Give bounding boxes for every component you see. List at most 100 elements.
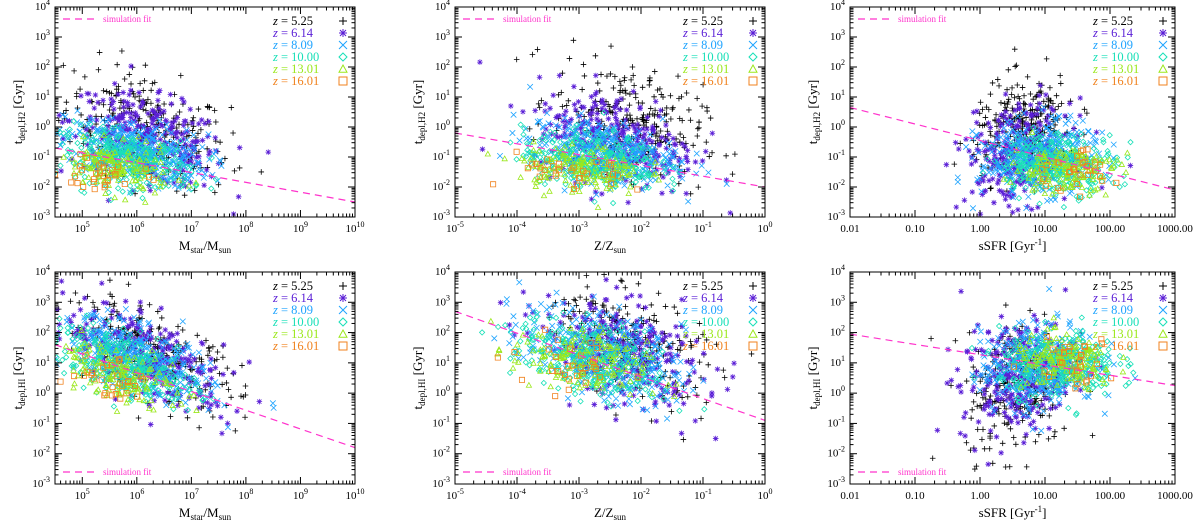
y-tick-label: 10-1 bbox=[827, 148, 845, 163]
panel-hi_z: 10-3 10-2 10-1 100 101 102 103 104 10-5 10-4 10-3 1… bbox=[410, 263, 773, 522]
y-tick-label: 101 bbox=[830, 354, 845, 369]
y-tick-label: 102 bbox=[830, 58, 845, 73]
plot-frame bbox=[454, 271, 766, 485]
legend-z-entry: z = 13.01 bbox=[272, 62, 319, 76]
legend-marker-asterisk bbox=[749, 29, 757, 37]
y-tick-label: 102 bbox=[830, 324, 845, 339]
legend-marker-plus bbox=[1159, 282, 1167, 290]
legend-z-entry: z = 5.25 bbox=[682, 279, 723, 293]
series-z-6.14 bbox=[56, 63, 272, 217]
x-tick-label: 105 bbox=[75, 220, 90, 235]
x-tick-label: 109 bbox=[293, 487, 308, 502]
legend-marker-cross bbox=[338, 40, 348, 50]
legend-marker-cross bbox=[338, 305, 348, 315]
legend-z-entry: z = 13.01 bbox=[1092, 327, 1139, 341]
x-axis-label: sSFR [Gyr-1] bbox=[979, 237, 1047, 253]
panel-hi_mstar: 10-3 10-2 10-1 100 101 102 103 104 105 106 107 108 1… bbox=[10, 263, 365, 522]
y-tick-label: 103 bbox=[35, 293, 50, 308]
series-markers bbox=[490, 148, 641, 193]
legend-fit: simulation fit bbox=[463, 467, 552, 477]
x-tick-label: 109 bbox=[293, 220, 308, 235]
legend-marker-square bbox=[1158, 76, 1168, 86]
legend-redshifts: z = 5.25z = 6.14z = 8.09z = 10.00z = 13.… bbox=[272, 14, 348, 88]
simulation-fit-line bbox=[55, 344, 355, 449]
x-tick-label: 1.00 bbox=[970, 223, 990, 235]
legend-marker-triangle bbox=[1158, 328, 1168, 338]
legend-z-entry: z = 10.00 bbox=[272, 50, 319, 64]
simulation-fit-line bbox=[850, 106, 1175, 191]
y-tick-label: 101 bbox=[35, 354, 50, 369]
y-tick-label: 100 bbox=[35, 118, 50, 133]
legend-z-entry: z = 10.00 bbox=[682, 315, 729, 329]
y-tick-label: 10-1 bbox=[432, 148, 450, 163]
legend-z-entry: z = 6.14 bbox=[1092, 26, 1134, 40]
x-tick-label: 108 bbox=[238, 220, 253, 235]
x-tick-label: 10-1 bbox=[694, 220, 712, 235]
legend-fit: simulation fit bbox=[63, 467, 152, 477]
legend-z-entry: z = 5.25 bbox=[682, 14, 723, 28]
legend-marker-cross bbox=[748, 305, 758, 315]
legend-marker-plus bbox=[339, 17, 347, 25]
legend-marker-plus bbox=[339, 282, 347, 290]
legend-fit-label: simulation fit bbox=[103, 467, 152, 477]
simulation-fit-line bbox=[850, 333, 1175, 387]
x-axis-label: sSFR [Gyr-1] bbox=[979, 504, 1047, 520]
x-tick-label: 0.01 bbox=[840, 490, 859, 502]
y-tick-label: 100 bbox=[35, 384, 50, 399]
x-tick-label: 108 bbox=[238, 487, 253, 502]
y-tick-label: 104 bbox=[435, 0, 450, 13]
legend-marker-square bbox=[1158, 341, 1168, 351]
legend-z-entry: z = 5.25 bbox=[272, 279, 313, 293]
legend-marker-triangle bbox=[338, 328, 348, 338]
legend-redshifts: z = 5.25z = 6.14z = 8.09z = 10.00z = 13.… bbox=[1092, 14, 1168, 88]
x-tick-label: 0.10 bbox=[905, 490, 925, 502]
plot-frame bbox=[849, 271, 1176, 485]
legend-marker-asterisk bbox=[339, 294, 347, 302]
y-axis-label: tdepl,H2 [Gyr] bbox=[410, 80, 427, 145]
y-tick-label: 102 bbox=[35, 324, 50, 339]
series-z-16.01 bbox=[1039, 146, 1120, 200]
y-tick-label: 102 bbox=[435, 324, 450, 339]
x-tick-label: 10-2 bbox=[632, 487, 650, 502]
legend-z-entry: z = 10.00 bbox=[682, 50, 729, 64]
x-tick-label: 1.00 bbox=[970, 490, 990, 502]
legend-fit: simulation fit bbox=[463, 14, 552, 24]
legend-marker-plus bbox=[1159, 17, 1167, 25]
legend-marker-cross bbox=[1158, 305, 1168, 315]
x-tick-label: 100 bbox=[758, 487, 773, 502]
y-axis-label: tdepl,HI [Gyr] bbox=[805, 346, 822, 409]
x-tick-label: 100 bbox=[758, 220, 773, 235]
y-tick-label: 10-3 bbox=[827, 475, 845, 490]
legend-z-entry: z = 8.09 bbox=[1092, 38, 1133, 52]
y-axis-label: tdepl,HI [Gyr] bbox=[10, 346, 27, 409]
legend-redshifts: z = 5.25z = 6.14z = 8.09z = 10.00z = 13.… bbox=[682, 279, 758, 353]
x-tick-label: 10-5 bbox=[446, 220, 464, 235]
y-tick-label: 101 bbox=[830, 88, 845, 103]
legend-z-entry: z = 16.01 bbox=[682, 74, 729, 88]
y-tick-label: 100 bbox=[830, 118, 845, 133]
x-tick-label: 105 bbox=[75, 487, 90, 502]
simulation-fit-line bbox=[455, 310, 765, 421]
plot-frame bbox=[54, 271, 356, 485]
series-markers bbox=[1000, 129, 1131, 198]
x-tick-label: 10-3 bbox=[570, 487, 588, 502]
legend-z-entry: z = 16.01 bbox=[272, 339, 319, 353]
plot-frame bbox=[849, 6, 1176, 218]
x-tick-label: 10-3 bbox=[570, 220, 588, 235]
x-axis-label: Mstar/Msun bbox=[179, 505, 232, 522]
y-tick-label: 104 bbox=[435, 263, 450, 278]
legend-z-entry: z = 6.14 bbox=[682, 26, 724, 40]
legend-z-entry: z = 10.00 bbox=[1092, 50, 1139, 64]
legend-redshifts: z = 5.25z = 6.14z = 8.09z = 10.00z = 13.… bbox=[272, 279, 348, 353]
legend-fit: simulation fit bbox=[858, 14, 947, 24]
x-tick-label: 107 bbox=[184, 487, 199, 502]
plot-frame bbox=[454, 6, 766, 218]
series-markers bbox=[57, 352, 146, 402]
x-tick-label: 10-4 bbox=[508, 220, 526, 235]
legend-marker-square bbox=[338, 341, 348, 351]
legend-marker-asterisk bbox=[749, 294, 757, 302]
series-markers bbox=[1010, 333, 1115, 392]
x-tick-label: 1000.00 bbox=[1157, 223, 1193, 235]
x-tick-label: 100.00 bbox=[1095, 223, 1126, 235]
